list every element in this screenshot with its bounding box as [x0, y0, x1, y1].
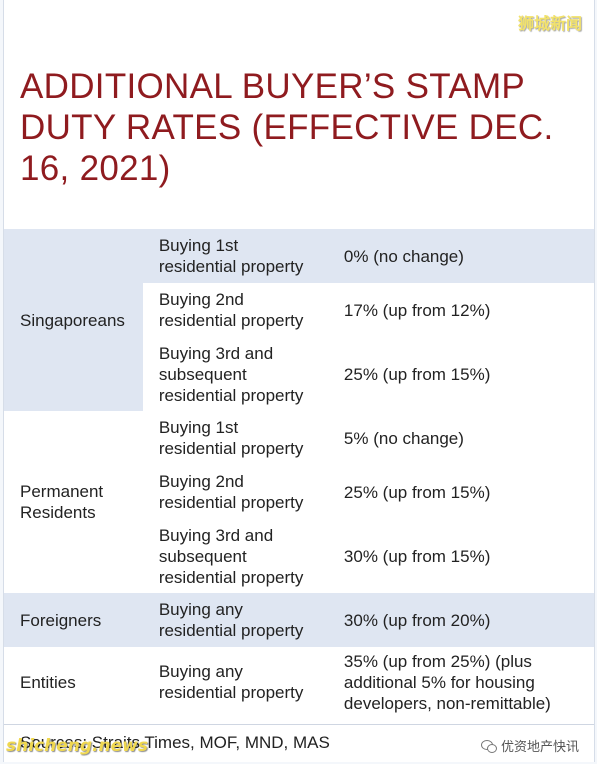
- rate-cell: 5% (no change): [327, 411, 594, 465]
- rate-cell: 25% (up from 15%): [327, 465, 594, 519]
- watermark-bottom-right-label: 优资地产快讯: [500, 740, 579, 755]
- divider: [4, 724, 594, 725]
- sources-text: Sources: Straits Times, MOF, MND, MAS: [20, 733, 330, 752]
- table-row: Buying 3rd and subsequent residential pr…: [4, 519, 594, 593]
- table-row: Buying 2nd residential property 25% (up …: [4, 465, 594, 519]
- purchase-cell: Buying any residential property: [142, 647, 328, 717]
- wechat-icon: [480, 739, 497, 753]
- table-row: Singaporeans Buying 1st residential prop…: [4, 229, 594, 411]
- purchase-cell: Buying 1st residential property: [142, 229, 328, 283]
- infographic-card: 狮城新闻 ADDITIONAL BUYER’S STAMP DUTY RATES…: [3, 0, 595, 762]
- rate-cell: 17% (up from 12%): [327, 283, 594, 337]
- rate-cell: 30% (up from 15%): [327, 519, 594, 593]
- table-row: Foreigners Buying any residential proper…: [4, 593, 594, 647]
- group-label-foreigners: Foreigners: [4, 593, 143, 647]
- group-label-permanent-residents: Permanent Residents: [4, 411, 143, 593]
- page-title: ADDITIONAL BUYER’S STAMP DUTY RATES (EFF…: [20, 67, 554, 188]
- watermark-top: 狮城新闻: [517, 14, 582, 33]
- watermark-bottom-left: shicheng.news: [6, 736, 148, 756]
- rate-cell: 0% (no change): [327, 229, 594, 283]
- purchase-cell: Buying any residential property: [142, 593, 328, 647]
- purchase-cell: Buying 3rd and subsequent residential pr…: [142, 519, 328, 593]
- table-row: Buying 3rd and subsequent residential pr…: [4, 337, 594, 411]
- table-row: Permanent Residents Buying 1st residenti…: [4, 411, 594, 593]
- rate-cell: 35% (up from 25%) (plus additional 5% fo…: [327, 647, 594, 717]
- purchase-cell: Buying 3rd and subsequent residential pr…: [142, 337, 328, 411]
- purchase-cell: Buying 2nd residential property: [142, 283, 328, 337]
- group-label-entities: Entities: [4, 647, 143, 717]
- purchase-cell: Buying 2nd residential property: [142, 465, 328, 519]
- rate-cell: 30% (up from 20%): [327, 593, 594, 647]
- rate-cell: 25% (up from 15%): [327, 337, 594, 411]
- watermark-bottom-right: 优资地产快讯: [476, 735, 583, 756]
- rates-table: Singaporeans Buying 1st residential prop…: [4, 229, 594, 717]
- table-row: Buying 2nd residential property 17% (up …: [4, 283, 594, 337]
- table-row: Entities Buying any residential property…: [4, 647, 594, 717]
- purchase-cell: Buying 1st residential property: [142, 411, 328, 465]
- group-label-singaporeans: Singaporeans: [4, 229, 143, 411]
